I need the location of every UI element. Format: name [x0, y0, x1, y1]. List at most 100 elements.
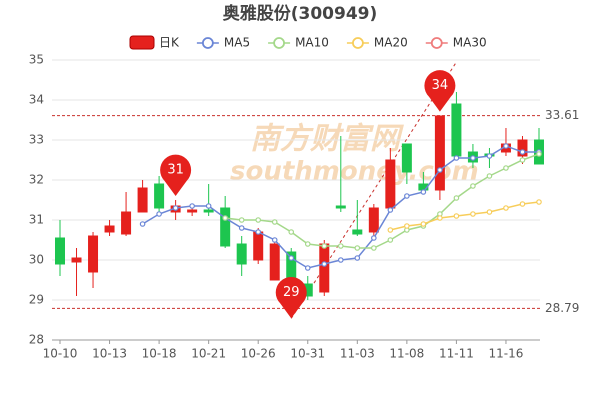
candle-body: [517, 139, 528, 157]
ma-point: [238, 225, 245, 231]
marker-label: 34: [432, 78, 449, 93]
ma-point: [503, 205, 509, 211]
x-tick-label: 10-26: [241, 347, 276, 361]
ma-point: [321, 261, 328, 267]
x-tick-label: 11-03: [340, 347, 375, 361]
candle-body: [55, 237, 65, 265]
ma-point: [453, 195, 460, 201]
ma-point: [255, 229, 262, 235]
ma-point: [387, 207, 394, 213]
ma-point: [470, 183, 476, 189]
marker-pin: [160, 154, 192, 196]
ma-point: [288, 229, 295, 235]
ma-point: [420, 189, 427, 195]
ma-point: [536, 151, 542, 157]
ma-point: [519, 157, 526, 163]
candle-body: [203, 209, 214, 213]
ma-point: [271, 219, 278, 225]
ma-point: [304, 241, 311, 247]
ma-point: [404, 223, 410, 229]
candle-body: [352, 229, 363, 235]
y-tick-label: 29: [29, 293, 44, 307]
trend-line: [290, 61, 457, 319]
ma-point: [321, 243, 328, 249]
x-tick-label: 10-13: [92, 347, 127, 361]
ma-point: [437, 167, 443, 173]
candle-body: [220, 207, 231, 247]
candle-body: [451, 103, 462, 157]
ma-point: [337, 257, 344, 263]
candle-body: [154, 183, 165, 209]
ma-line: [225, 153, 540, 249]
ma-point: [503, 143, 509, 149]
candle-body: [335, 205, 346, 209]
candle-body: [319, 243, 330, 293]
ma-point: [387, 227, 394, 233]
ma-point: [337, 243, 344, 249]
legend-swatch: [352, 37, 364, 49]
candle-body: [368, 207, 379, 233]
marker-label: 29: [283, 285, 300, 300]
ma-point: [486, 153, 493, 159]
legend-swatch: [273, 37, 285, 49]
y-tick-label: 30: [29, 253, 44, 267]
legend-label: MA10: [295, 36, 329, 50]
ma-point: [371, 245, 377, 251]
ma-point: [238, 217, 245, 223]
ma-point: [519, 149, 526, 155]
ma-point: [536, 199, 542, 205]
ma-point: [354, 245, 361, 251]
ma-line: [390, 201, 540, 231]
ma-point: [172, 205, 179, 211]
y-tick-label: 28: [29, 333, 44, 347]
ma-point: [205, 203, 212, 209]
ma-point: [470, 211, 476, 217]
ma-point: [139, 221, 146, 227]
ma-point: [486, 209, 493, 215]
y-tick-label: 31: [29, 213, 44, 227]
candle-body: [269, 243, 280, 281]
x-tick-label: 11-16: [489, 347, 524, 361]
ma-point: [387, 237, 394, 243]
x-tick-label: 10-10: [43, 347, 78, 361]
ma-point: [503, 165, 509, 171]
x-tick-label: 11-08: [389, 347, 424, 361]
x-tick-label: 10-18: [142, 347, 177, 361]
legend-label: 日K: [159, 36, 180, 50]
candle-body: [137, 187, 148, 213]
y-tick-label: 32: [29, 173, 44, 187]
candle-body: [187, 209, 198, 213]
marker-pin: [275, 276, 307, 319]
ma-point: [453, 213, 460, 219]
candle-body: [253, 231, 264, 261]
y-tick-label: 34: [29, 93, 44, 107]
y-tick-label: 35: [29, 53, 44, 67]
candle-body: [121, 211, 132, 235]
ma-point: [470, 155, 476, 161]
candle-body: [71, 257, 82, 263]
marker-label: 31: [167, 163, 184, 178]
legend-swatch: [430, 37, 443, 49]
ma-point: [255, 217, 262, 223]
x-tick-label: 10-31: [290, 347, 325, 361]
x-tick-label: 10-21: [191, 347, 226, 361]
candle-body: [385, 159, 396, 209]
candle-body: [104, 225, 115, 233]
chart-title: 奥雅股份(300949): [223, 3, 378, 24]
candle-body: [401, 143, 412, 173]
ma-point: [156, 211, 162, 217]
ma-point: [371, 235, 377, 241]
ma-point: [519, 201, 526, 207]
candle-body: [434, 115, 445, 191]
legend-swatch: [201, 37, 214, 49]
watermark: 南方财富网: [250, 122, 404, 157]
ma-point: [453, 155, 460, 161]
legend-label: MA5: [224, 36, 250, 50]
ma-point: [271, 237, 278, 243]
ma-point: [304, 265, 311, 271]
marker-pin: [424, 70, 456, 112]
reference-label: 28.79: [545, 301, 579, 315]
ma-point: [486, 173, 493, 179]
ma-point: [189, 203, 195, 209]
